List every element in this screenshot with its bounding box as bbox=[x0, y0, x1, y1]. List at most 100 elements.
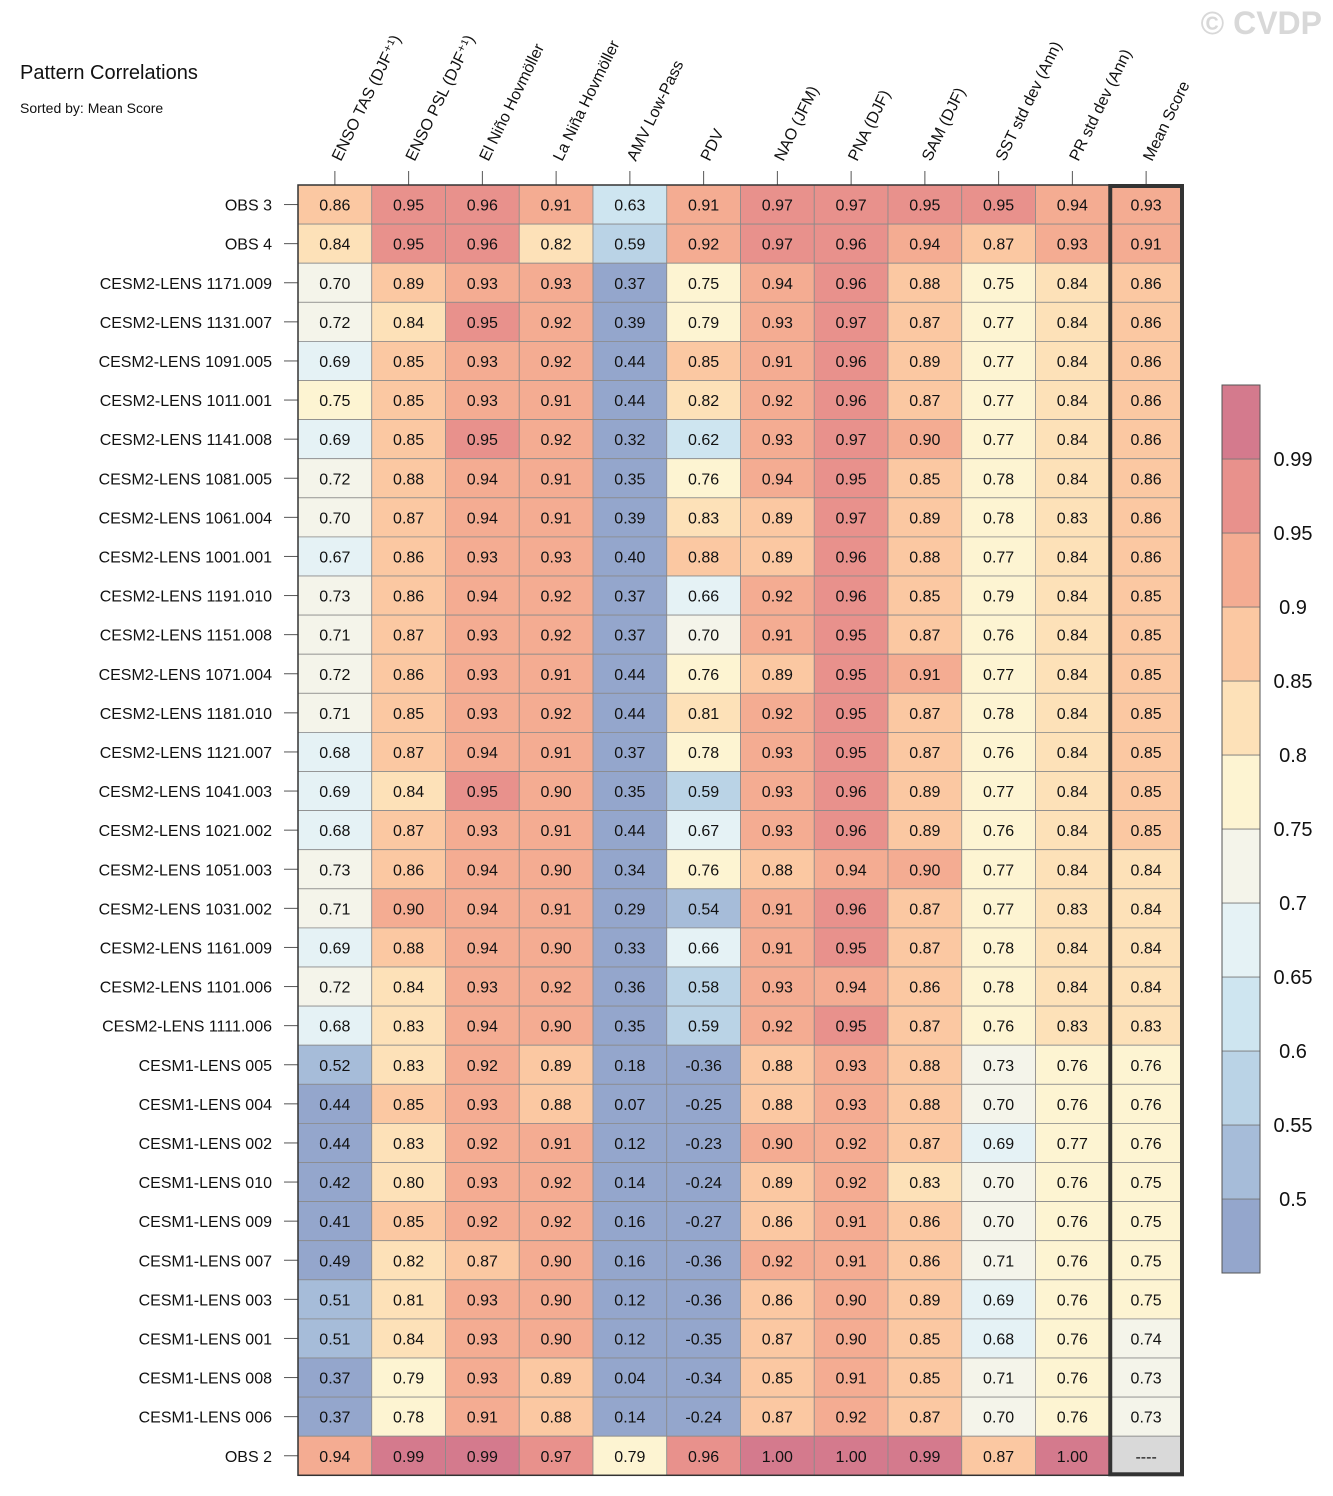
cell-value: 0.90 bbox=[762, 1136, 793, 1153]
cell-value: 0.92 bbox=[762, 1253, 793, 1270]
cell-value: 0.79 bbox=[393, 1371, 424, 1388]
heatmap-cell bbox=[813, 1005, 889, 1046]
cell-value: 0.96 bbox=[836, 589, 867, 606]
cell-value: 0.85 bbox=[393, 1097, 424, 1114]
cell-value: 0.97 bbox=[762, 198, 793, 215]
heatmap-cell bbox=[592, 1162, 668, 1202]
heatmap-cell bbox=[592, 653, 668, 694]
cell-value: 0.99 bbox=[909, 1449, 940, 1466]
heatmap-cell bbox=[961, 810, 1036, 851]
cell-value: 0.83 bbox=[1057, 510, 1088, 527]
cell-value: 0.75 bbox=[983, 276, 1014, 293]
cell-value: 0.99 bbox=[467, 1449, 498, 1466]
heatmap-cell bbox=[740, 1162, 815, 1202]
heatmap-cell bbox=[1035, 810, 1110, 851]
cell-value: 1.00 bbox=[762, 1449, 793, 1466]
heatmap-cell bbox=[740, 849, 815, 890]
cell-value: 0.73 bbox=[1131, 1410, 1162, 1427]
heatmap-cell bbox=[1035, 340, 1110, 381]
cell-value: 0.37 bbox=[319, 1410, 350, 1427]
heatmap-cell bbox=[666, 1005, 741, 1046]
colorbar-frame bbox=[1221, 384, 1261, 1274]
cell-value: 0.84 bbox=[393, 1331, 424, 1348]
heatmap-cell bbox=[740, 1435, 815, 1476]
heatmap-cell bbox=[813, 966, 889, 1007]
heatmap-cell bbox=[592, 771, 668, 811]
cell-value: 0.78 bbox=[983, 940, 1014, 957]
cell-value: 0.95 bbox=[467, 432, 498, 449]
heatmap-cell bbox=[592, 380, 668, 420]
heatmap-cell bbox=[666, 458, 741, 499]
cell-value: 0.97 bbox=[836, 315, 867, 332]
cell-value: 0.83 bbox=[393, 1058, 424, 1075]
heatmap-cell bbox=[371, 380, 446, 420]
cell-value: 0.76 bbox=[1131, 1097, 1162, 1114]
heatmap-cell bbox=[1035, 1396, 1110, 1437]
cell-value: 0.93 bbox=[541, 549, 572, 566]
heatmap-cell bbox=[592, 340, 668, 381]
cell-value: 0.16 bbox=[614, 1253, 645, 1270]
row-label: CESM2-LENS 1061.004 bbox=[99, 510, 273, 527]
heatmap-cell bbox=[592, 732, 668, 772]
heatmap-cell bbox=[1035, 1240, 1110, 1281]
heatmap-cell bbox=[961, 1044, 1036, 1085]
colorbar-label: 0.5 bbox=[1279, 1189, 1307, 1211]
row-label: CESM2-LENS 1171.009 bbox=[100, 276, 272, 293]
cell-value: 0.87 bbox=[983, 1449, 1014, 1466]
cell-value: 0.92 bbox=[836, 1136, 867, 1153]
cell-value: 0.34 bbox=[614, 862, 645, 879]
heatmap-cell bbox=[666, 927, 741, 968]
heatmap-cell bbox=[887, 966, 963, 1007]
cell-value: 0.77 bbox=[983, 667, 1014, 684]
cell-value: 0.92 bbox=[541, 315, 572, 332]
cell-value: 0.93 bbox=[467, 706, 498, 723]
cell-value: 0.85 bbox=[1131, 784, 1162, 801]
cell-value: 0.96 bbox=[836, 901, 867, 918]
heatmap-cell bbox=[445, 536, 520, 577]
cell-value: 0.96 bbox=[836, 784, 867, 801]
heatmap-cell bbox=[371, 692, 446, 733]
cell-value: 0.86 bbox=[1131, 276, 1162, 293]
cell-value: 0.91 bbox=[541, 510, 572, 527]
cell-value: 0.76 bbox=[1131, 1136, 1162, 1153]
cell-value: 0.69 bbox=[319, 354, 350, 371]
heatmap-cell bbox=[518, 1396, 594, 1437]
heatmap-cell bbox=[371, 614, 446, 655]
row-label: CESM2-LENS 1191.010 bbox=[100, 589, 272, 606]
cell-value: 0.91 bbox=[762, 628, 793, 645]
cell-value: 0.87 bbox=[909, 628, 940, 645]
cell-value: 0.96 bbox=[467, 198, 498, 215]
cell-value: 0.96 bbox=[836, 549, 867, 566]
cell-value: 0.77 bbox=[1057, 1136, 1088, 1153]
cell-value: 0.84 bbox=[1057, 940, 1088, 957]
cell-value: 0.95 bbox=[909, 198, 940, 215]
heatmap-cell bbox=[518, 1435, 594, 1476]
cell-value: 0.90 bbox=[541, 1331, 572, 1348]
heatmap-cell bbox=[961, 927, 1036, 968]
cell-value: 0.69 bbox=[983, 1292, 1014, 1309]
heatmap-cell bbox=[813, 262, 889, 303]
colorbar-swatch bbox=[1221, 976, 1261, 1052]
cell-value: 0.93 bbox=[467, 1097, 498, 1114]
heatmap-cell bbox=[592, 1044, 668, 1085]
heatmap-cell bbox=[961, 1435, 1036, 1476]
cell-value: 0.68 bbox=[983, 1331, 1014, 1348]
heatmap-cell bbox=[371, 927, 446, 968]
cell-value: 0.93 bbox=[467, 1292, 498, 1309]
colorbar-swatch bbox=[1221, 458, 1261, 534]
cell-value: 1.00 bbox=[836, 1449, 867, 1466]
heatmap-cells: 0.86 0.95 0.96 0.91 0.63 0.91 0.97 0.97 0.95 0.95… bbox=[297, 184, 1184, 1476]
cell-value: 0.77 bbox=[983, 784, 1014, 801]
cell-value: 0.76 bbox=[688, 471, 719, 488]
cell-value: 0.92 bbox=[762, 393, 793, 410]
heatmap-cell bbox=[740, 497, 815, 538]
column-label: NAO (JFM) bbox=[772, 84, 823, 164]
column-label: PDV bbox=[698, 126, 728, 163]
heatmap-cell bbox=[1108, 692, 1184, 733]
heatmap-cell bbox=[445, 1201, 520, 1242]
heatmap-cell bbox=[887, 536, 963, 577]
cell-value: 0.44 bbox=[319, 1097, 350, 1114]
cell-value: 0.44 bbox=[614, 706, 645, 723]
heatmap-cell bbox=[813, 1044, 889, 1085]
